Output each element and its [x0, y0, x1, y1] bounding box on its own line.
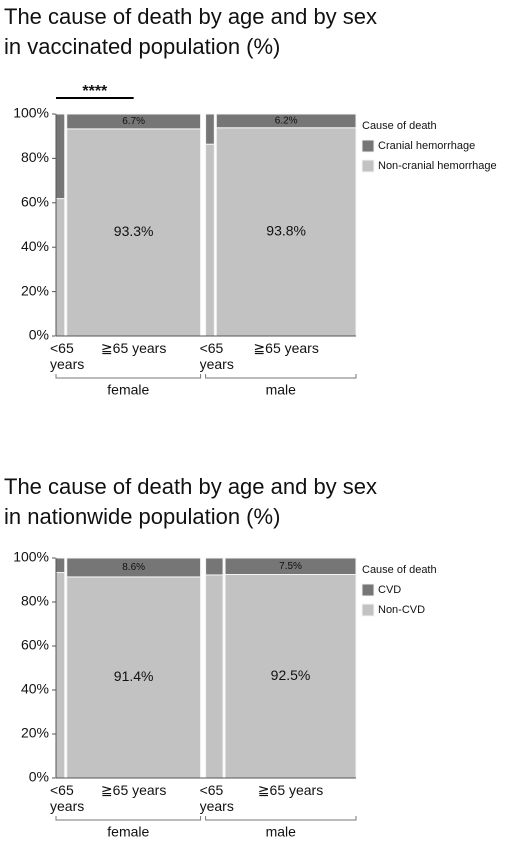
y-tick-label: 100% — [13, 105, 49, 121]
mosaic-cell — [66, 128, 202, 337]
group-label: female — [107, 824, 149, 840]
mosaic-cell — [205, 113, 215, 145]
x-label-box: ≧65 years — [100, 782, 167, 798]
x-label-box: ≧65 years — [257, 782, 324, 798]
mosaic-cell — [215, 113, 357, 129]
legend-swatch — [361, 159, 375, 173]
x-label-box: <65 years — [50, 782, 85, 814]
mosaic-cell — [66, 557, 202, 578]
x-label-box: <65 years — [199, 782, 234, 814]
y-tick-label: 60% — [21, 194, 49, 210]
value-label: 92.5% — [271, 667, 311, 683]
chart-title: in vaccinated population (%) — [4, 34, 280, 59]
mosaic-cell — [55, 198, 66, 337]
legend-swatch — [361, 139, 375, 153]
mosaic-cell — [215, 127, 357, 337]
legend-swatch — [361, 603, 375, 617]
y-tick-label: 40% — [21, 238, 49, 254]
y-tick-label: 20% — [21, 282, 49, 298]
mosaic-cell — [224, 557, 357, 575]
chart-title: The cause of death by age and by sex — [4, 474, 377, 499]
group-label: male — [266, 824, 297, 840]
mosaic-cell — [66, 576, 202, 779]
value-label: 6.2% — [275, 116, 298, 127]
x-label-box: ≧65 years — [253, 340, 319, 356]
x-label-box: <65 years — [199, 340, 234, 372]
legend-swatch — [361, 583, 375, 597]
value-label: 8.6% — [122, 562, 145, 573]
mosaic-cell — [66, 113, 202, 130]
x-tick-label: <65 years — [199, 340, 234, 372]
mosaic-cell — [205, 557, 224, 576]
mosaic-cell — [55, 113, 66, 200]
y-tick-label: 40% — [21, 681, 49, 697]
x-tick-label: ≧65 years — [257, 782, 324, 798]
chart-title: The cause of death by age and by sex — [4, 4, 377, 29]
mosaic-cell — [55, 572, 66, 779]
x-label-box: <65 years — [50, 340, 85, 372]
legend-label: CVD — [378, 584, 401, 596]
y-tick-label: 0% — [29, 769, 49, 785]
group-label: female — [107, 382, 149, 398]
y-tick-label: 0% — [29, 327, 49, 343]
mosaic-cell — [55, 557, 66, 574]
group-label: male — [266, 382, 297, 398]
x-tick-label: <65 years — [199, 782, 234, 814]
value-label: 7.5% — [279, 561, 302, 572]
x-tick-label: ≧65 years — [253, 340, 319, 356]
y-tick-label: 80% — [21, 593, 49, 609]
mosaic-cell — [205, 143, 215, 337]
mosaic-cell — [224, 574, 357, 779]
x-label-box: ≧65 years — [100, 340, 167, 356]
legend-title: Cause of death — [362, 120, 437, 132]
y-tick-label: 60% — [21, 637, 49, 653]
value-label: 93.8% — [266, 223, 306, 239]
value-label: 93.3% — [114, 223, 154, 239]
x-tick-label: ≧65 years — [100, 340, 167, 356]
legend-title: Cause of death — [362, 564, 437, 576]
chart-title: in nationwide population (%) — [4, 504, 280, 529]
value-label: 6.7% — [122, 116, 145, 127]
annotation: **** — [82, 83, 108, 100]
group-bracket — [55, 816, 202, 821]
x-tick-label: <65 years — [50, 782, 85, 814]
group-bracket — [55, 374, 202, 379]
y-tick-label: 80% — [21, 149, 49, 165]
group-bracket — [205, 374, 357, 379]
x-tick-label: <65 years — [50, 340, 85, 372]
y-tick-label: 20% — [21, 725, 49, 741]
group-bracket — [205, 816, 357, 821]
legend-label: Cranial hemorrhage — [378, 140, 475, 152]
y-tick-label: 100% — [13, 549, 49, 565]
x-tick-label: ≧65 years — [100, 782, 167, 798]
legend-label: Non-cranial hemorrhage — [378, 160, 497, 172]
legend-label: Non-CVD — [378, 604, 425, 616]
value-label: 91.4% — [114, 668, 154, 684]
mosaic-cell — [205, 574, 224, 779]
